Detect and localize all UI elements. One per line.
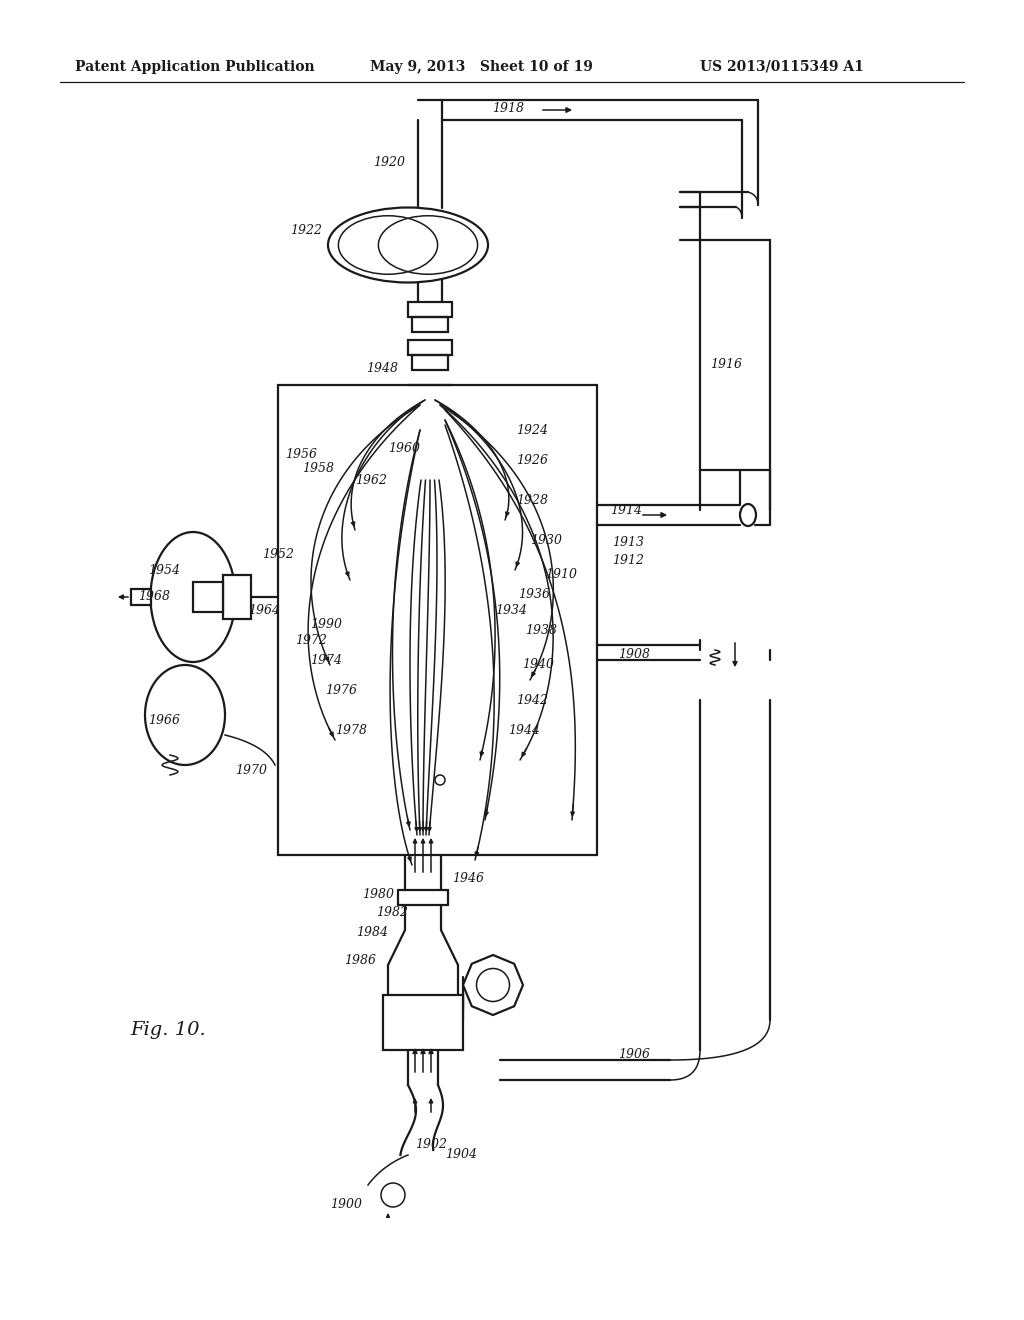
- Text: 1960: 1960: [388, 441, 420, 454]
- Text: 1970: 1970: [234, 763, 267, 776]
- Ellipse shape: [740, 504, 756, 525]
- Text: 1930: 1930: [530, 533, 562, 546]
- Text: 1942: 1942: [516, 693, 548, 706]
- Ellipse shape: [328, 207, 488, 282]
- Ellipse shape: [151, 532, 236, 663]
- Bar: [412, 317, 449, 333]
- Text: 1964: 1964: [248, 603, 280, 616]
- Text: 1962: 1962: [355, 474, 387, 487]
- Text: 1956: 1956: [285, 449, 317, 462]
- Text: 1908: 1908: [618, 648, 650, 661]
- Text: 1952: 1952: [262, 549, 294, 561]
- Text: 1914: 1914: [610, 503, 642, 516]
- Text: 1982: 1982: [376, 906, 408, 919]
- Text: Patent Application Publication: Patent Application Publication: [75, 59, 314, 74]
- Text: 1944: 1944: [508, 723, 540, 737]
- Text: 1984: 1984: [356, 925, 388, 939]
- Text: 1958: 1958: [302, 462, 334, 474]
- Text: 1976: 1976: [325, 684, 357, 697]
- Text: 1913: 1913: [612, 536, 644, 549]
- Text: 1900: 1900: [330, 1199, 362, 1212]
- Text: 1904: 1904: [445, 1148, 477, 1162]
- Text: 1948: 1948: [366, 362, 398, 375]
- Text: 1972: 1972: [295, 634, 327, 647]
- Text: 1974: 1974: [310, 653, 342, 667]
- Text: 1978: 1978: [335, 723, 367, 737]
- Text: 1934: 1934: [495, 603, 527, 616]
- Bar: [278, 385, 597, 855]
- Bar: [383, 995, 463, 1049]
- Text: 1946: 1946: [452, 871, 484, 884]
- Text: 1924: 1924: [516, 424, 548, 437]
- Text: 1920: 1920: [373, 156, 406, 169]
- Text: 1936: 1936: [518, 589, 550, 602]
- Text: 1938: 1938: [525, 623, 557, 636]
- Text: 1980: 1980: [362, 888, 394, 902]
- Text: 1986: 1986: [344, 953, 376, 966]
- Text: May 9, 2013   Sheet 10 of 19: May 9, 2013 Sheet 10 of 19: [370, 59, 593, 74]
- Polygon shape: [463, 954, 523, 1015]
- Bar: [408, 341, 452, 355]
- Bar: [412, 355, 449, 370]
- Bar: [131, 589, 151, 605]
- Text: 1966: 1966: [148, 714, 180, 726]
- Bar: [408, 302, 452, 317]
- Bar: [700, 240, 770, 470]
- Text: 1916: 1916: [710, 359, 742, 371]
- Text: US 2013/0115349 A1: US 2013/0115349 A1: [700, 59, 864, 74]
- Text: 1990: 1990: [310, 619, 342, 631]
- Text: 1902: 1902: [415, 1138, 447, 1151]
- Text: 1912: 1912: [612, 553, 644, 566]
- Text: 1968: 1968: [138, 590, 170, 603]
- Bar: [193, 582, 223, 612]
- Text: 1906: 1906: [618, 1048, 650, 1061]
- Text: 1926: 1926: [516, 454, 548, 466]
- Text: 1954: 1954: [148, 564, 180, 577]
- Text: 1928: 1928: [516, 494, 548, 507]
- Bar: [223, 576, 251, 619]
- Text: 1922: 1922: [290, 223, 322, 236]
- Text: 1918: 1918: [492, 102, 524, 115]
- Text: 1940: 1940: [522, 659, 554, 672]
- Text: 1910: 1910: [545, 569, 577, 582]
- Text: Fig. 10.: Fig. 10.: [130, 1020, 206, 1039]
